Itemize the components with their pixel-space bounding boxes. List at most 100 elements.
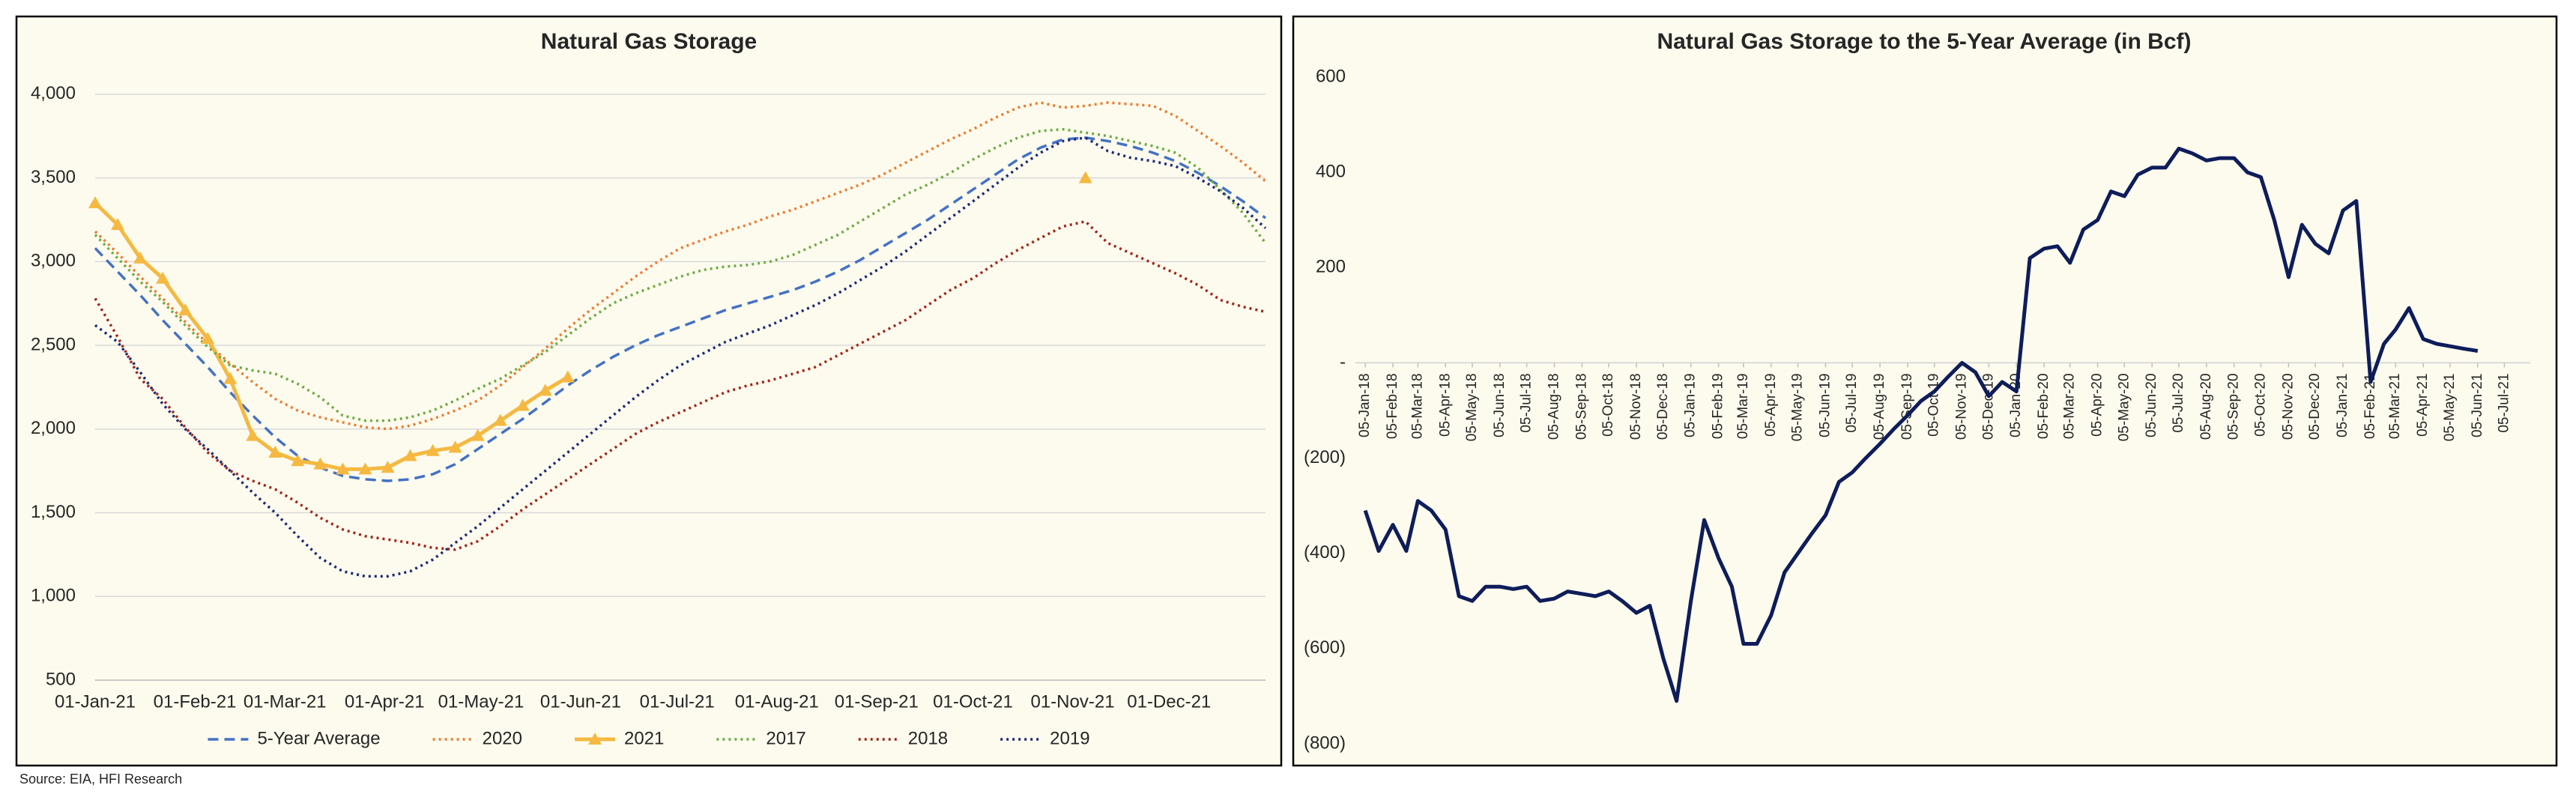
x-tick-label: 01-Jun-21 <box>540 691 621 712</box>
point-marker <box>560 370 575 383</box>
x-tick-label: 05-Jan-19 <box>1683 373 1699 437</box>
point-marker <box>448 440 462 453</box>
y-tick-label: - <box>1340 352 1346 372</box>
y-tick-label: 3,500 <box>31 167 76 187</box>
y-tick-label: (400) <box>1304 542 1346 563</box>
series-line <box>94 136 1267 578</box>
y-tick-label: 200 <box>1316 257 1346 277</box>
point-marker <box>268 446 282 458</box>
series-line <box>94 136 1267 482</box>
x-tick-label: 05-May-18 <box>1464 373 1480 441</box>
x-tick-label: 05-Aug-20 <box>2198 373 2214 440</box>
x-tick-label: 05-Aug-19 <box>1872 373 1887 440</box>
x-tick-label: 05-Jun-21 <box>2470 373 2485 437</box>
x-tick-label: 05-Sep-19 <box>1899 373 1915 440</box>
point-marker <box>381 461 395 473</box>
x-tick-label: 01-Feb-21 <box>154 691 237 712</box>
x-tick-label: 05-Mar-19 <box>1735 373 1751 439</box>
y-tick-label: (800) <box>1304 733 1346 753</box>
x-tick-label: 01-Aug-21 <box>735 691 819 712</box>
point-marker <box>403 449 417 461</box>
series-line <box>1363 146 2479 703</box>
x-tick-label: 05-Mar-20 <box>2062 373 2078 439</box>
y-tick-label: 1,500 <box>31 502 76 522</box>
x-tick-label: 05-Mar-21 <box>2387 373 2403 439</box>
y-tick-label: 400 <box>1316 161 1346 181</box>
x-tick-label: 05-Jan-21 <box>2335 373 2350 437</box>
point-marker <box>471 428 485 441</box>
legend-label: 5-Year Average <box>257 728 380 748</box>
y-tick-label: 500 <box>46 669 76 689</box>
point-marker <box>493 413 507 426</box>
x-tick-label: 05-Apr-18 <box>1437 373 1453 437</box>
y-tick-label: 4,000 <box>31 83 76 103</box>
y-tick-label: (600) <box>1304 637 1346 658</box>
point-marker <box>88 196 102 208</box>
x-tick-label: 05-May-19 <box>1790 373 1806 441</box>
x-tick-label: 05-Oct-18 <box>1600 373 1616 436</box>
x-tick-label: 05-Sep-18 <box>1573 373 1589 440</box>
right-panel <box>1292 15 2558 767</box>
point-marker <box>223 372 238 384</box>
x-tick-label: 05-Mar-18 <box>1409 373 1425 439</box>
point-marker <box>246 428 260 441</box>
legend-label: 2020 <box>483 728 522 748</box>
y-tick-label: (200) <box>1304 447 1346 467</box>
left-panel <box>15 15 1283 767</box>
point-marker <box>201 332 215 345</box>
x-tick-label: 01-Apr-21 <box>345 691 425 712</box>
x-tick-label: 05-Dec-18 <box>1655 373 1671 440</box>
x-tick-label: 01-Nov-21 <box>1030 691 1114 712</box>
x-tick-label: 05-Apr-19 <box>1763 373 1779 437</box>
x-tick-label: 05-Feb-19 <box>1711 373 1726 439</box>
x-tick-label: 05-Jul-18 <box>1519 373 1535 432</box>
point-marker <box>291 454 305 467</box>
x-tick-label: 05-Nov-19 <box>1954 373 1970 440</box>
x-tick-label: 01-Sep-21 <box>835 691 919 712</box>
chart-title: Natural Gas Storage to the 5-Year Averag… <box>1657 29 2192 54</box>
x-tick-label: 01-Dec-21 <box>1127 691 1211 712</box>
point-marker <box>1078 171 1092 184</box>
x-tick-label: 05-Dec-20 <box>2307 373 2323 440</box>
x-tick-label: 05-Jan-18 <box>1357 373 1373 437</box>
point-marker <box>538 384 552 396</box>
x-tick-label: 05-Jul-19 <box>1844 373 1860 432</box>
y-tick-label: 2,500 <box>31 334 76 354</box>
legend-label: 2017 <box>766 728 805 748</box>
x-tick-label: 01-Jul-21 <box>640 691 715 712</box>
x-tick-label: 05-Feb-21 <box>2362 373 2378 439</box>
x-tick-label: 05-Jun-19 <box>1817 373 1833 437</box>
x-tick-label: 05-Apr-21 <box>2415 373 2431 437</box>
x-tick-label: 05-Apr-20 <box>2090 373 2105 437</box>
point-marker <box>336 462 350 475</box>
x-tick-label: 05-Oct-19 <box>1926 373 1942 436</box>
chart-title: Natural Gas Storage <box>541 29 757 54</box>
x-tick-label: 05-Sep-20 <box>2226 373 2242 440</box>
x-tick-label: 01-Mar-21 <box>244 691 327 712</box>
x-tick-label: 05-Jun-20 <box>2144 373 2159 437</box>
x-tick-label: 05-Jul-20 <box>2171 373 2186 432</box>
y-tick-label: 3,000 <box>31 251 76 271</box>
x-tick-label: 05-Jul-21 <box>2496 373 2512 432</box>
point-marker <box>426 443 440 456</box>
point-marker <box>178 303 193 316</box>
legend-label: 2021 <box>624 728 664 748</box>
x-tick-label: 05-Aug-18 <box>1546 373 1562 440</box>
x-tick-label: 05-Nov-20 <box>2280 373 2296 440</box>
x-tick-label: 05-Nov-18 <box>1628 373 1644 440</box>
legend-label: 2018 <box>908 728 948 748</box>
x-tick-label: 05-Feb-20 <box>2036 373 2052 439</box>
x-tick-label: 05-Oct-20 <box>2252 373 2268 436</box>
x-tick-label: 05-May-20 <box>2116 373 2132 441</box>
point-marker <box>313 457 327 470</box>
point-marker <box>358 462 372 475</box>
legend-marker <box>587 733 602 745</box>
x-tick-label: 05-Jun-18 <box>1492 373 1508 437</box>
source-note: Source: EIA, HFI Research <box>19 772 182 787</box>
point-marker <box>156 271 170 284</box>
x-tick-label: 05-Feb-18 <box>1385 373 1400 439</box>
x-tick-label: 01-May-21 <box>438 691 524 712</box>
y-tick-label: 600 <box>1316 66 1346 86</box>
